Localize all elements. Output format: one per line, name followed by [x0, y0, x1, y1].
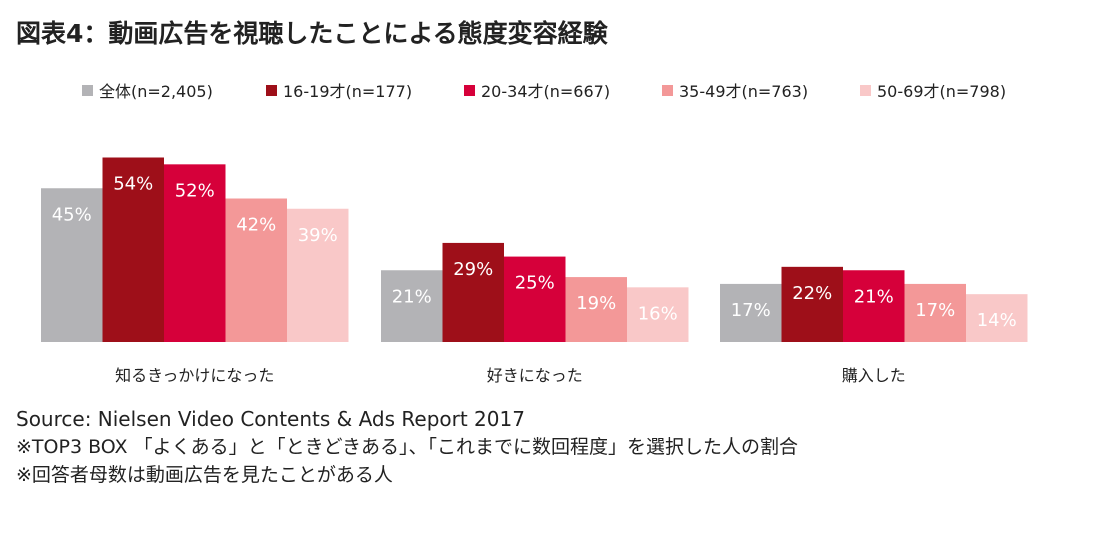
legend: 全体(n=2,405) 16-19才(n=177) 20-34才(n=667) 35-…	[0, 78, 1114, 102]
data-label: 22%	[792, 283, 832, 304]
data-label: 52%	[175, 180, 215, 201]
bar	[966, 294, 1028, 342]
legend-item: 35-49才(n=763)	[662, 78, 808, 102]
legend-swatch	[662, 84, 673, 96]
data-label: 16%	[638, 303, 678, 324]
bar	[225, 198, 287, 342]
category-group: 45% 54% 52% 42% 39% 知るきっかけになった	[41, 157, 349, 385]
bar	[843, 270, 905, 342]
legend-label: 20-34才(n=667)	[481, 82, 611, 101]
bar	[41, 188, 103, 342]
data-label: 39%	[298, 225, 338, 246]
category-label: 好きになった	[487, 366, 583, 385]
legend-item: 20-34才(n=667)	[464, 78, 610, 102]
legend-item: 50-69才(n=798)	[860, 78, 1006, 102]
bar	[781, 266, 843, 342]
bar	[504, 256, 566, 342]
data-label: 54%	[113, 174, 153, 195]
bar	[102, 157, 164, 342]
category-group: 17% 22% 21% 17% 14% 購入した	[720, 266, 1028, 385]
data-label: 21%	[854, 286, 894, 307]
category-label: 購入した	[842, 366, 906, 385]
footnote-respondents: ※回答者母数は動画広告を見たことがある人	[16, 464, 393, 486]
notes-block: Source: Nielsen Video Contents & Ads Rep…	[16, 405, 798, 489]
bar	[381, 270, 443, 342]
legend-label: 全体(n=2,405)	[99, 82, 213, 101]
data-label: 25%	[515, 273, 555, 294]
bar	[904, 283, 966, 342]
legend-swatch	[464, 84, 475, 96]
source-note: Source: Nielsen Video Contents & Ads Rep…	[16, 407, 525, 431]
bar	[287, 208, 349, 342]
data-label: 17%	[731, 300, 771, 321]
bar	[627, 287, 689, 342]
category-label: 知るきっかけになった	[115, 366, 274, 385]
bar	[565, 277, 627, 342]
legend-label: 50-69才(n=798)	[877, 82, 1007, 101]
data-label: 45%	[52, 204, 92, 225]
bar	[720, 283, 782, 342]
category-group: 21% 29% 25% 19% 16% 好きになった	[381, 242, 689, 385]
legend-label: 35-49才(n=763)	[679, 82, 809, 101]
chart-title: 図表4：動画広告を視聴したことによる態度変容経験	[16, 19, 608, 48]
data-label: 42%	[236, 215, 276, 236]
bar	[442, 242, 504, 342]
legend-swatch	[82, 84, 93, 96]
data-label: 21%	[392, 286, 432, 307]
legend-item: 全体(n=2,405)	[82, 78, 213, 102]
data-label: 19%	[576, 293, 616, 314]
data-label: 14%	[977, 310, 1017, 331]
legend-label: 16-19才(n=177)	[283, 82, 413, 101]
bar	[164, 164, 226, 342]
legend-swatch	[266, 84, 277, 96]
data-label: 17%	[915, 300, 955, 321]
footnote-top3box: ※TOP3 BOX 「よくある」と「ときどきある」、「これまでに数回程度」を選択…	[16, 436, 798, 458]
data-label: 29%	[453, 259, 493, 280]
bar-chart: 45% 54% 52% 42% 39% 知るきっかけになった 21% 29% 25% 19% 16%…	[41, 157, 1028, 385]
legend-swatch	[860, 84, 871, 96]
legend-item: 16-19才(n=177)	[266, 78, 412, 102]
